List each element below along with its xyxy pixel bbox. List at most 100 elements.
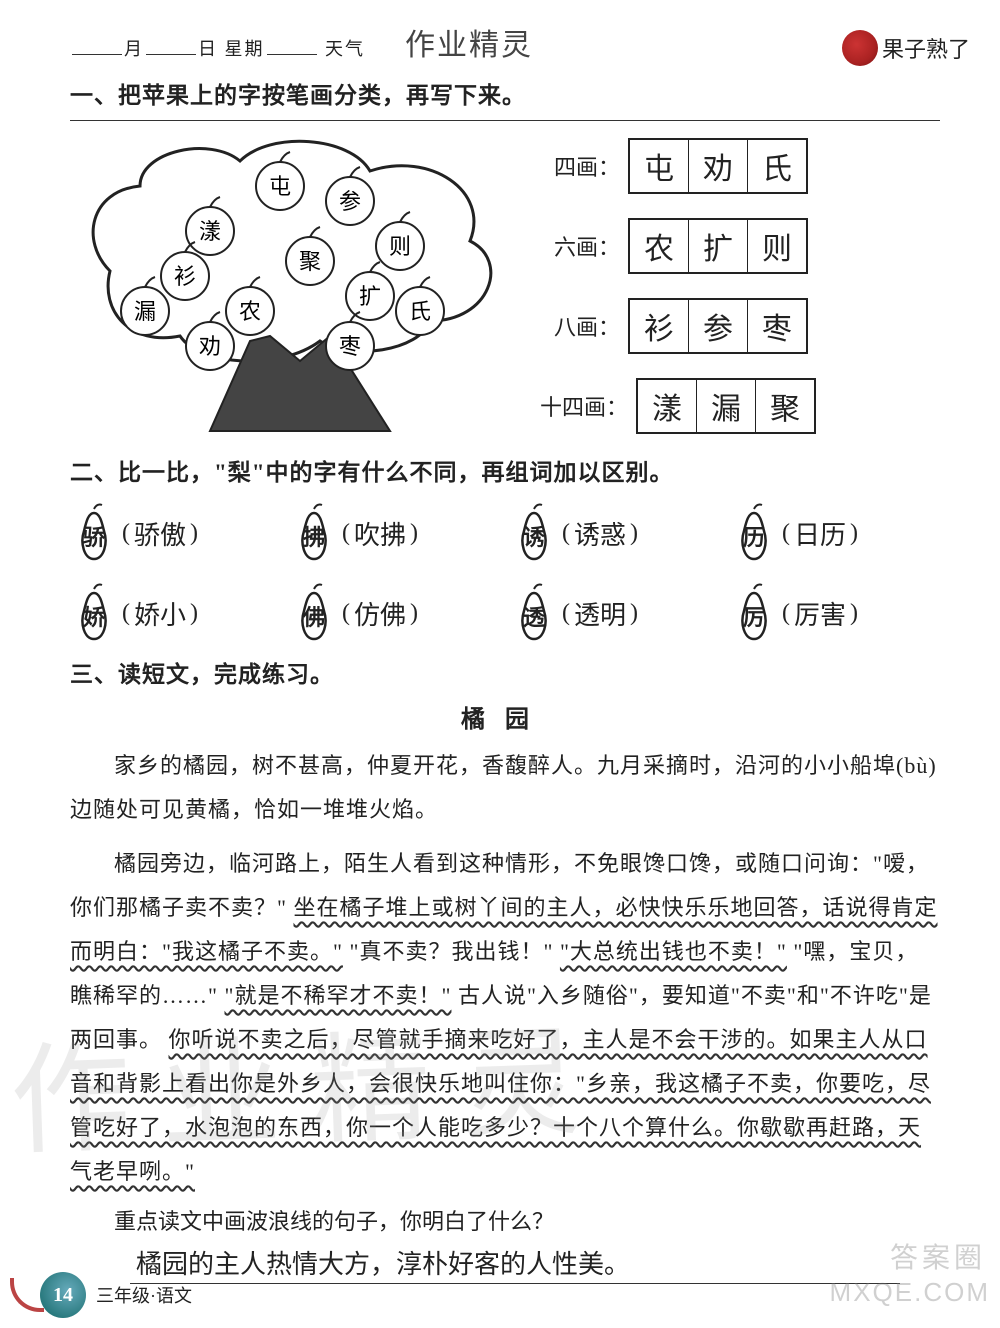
stroke-cell[interactable]: 枣 [748, 300, 806, 352]
pear-icon: 透 [510, 583, 558, 643]
svg-text:参: 参 [339, 189, 361, 214]
pear-item: 历(日历) [730, 503, 940, 563]
pear-grid: 骄(骄傲)拂(吹拂)诱(诱惑)历(日历)娇(娇小)佛(仿佛)透(透明)厉(厉害) [70, 503, 940, 643]
passage-p2: 橘园旁边，临河路上，陌生人看到这种情形，不免眼馋口馋，或随口问询："嗳，你们那橘… [70, 842, 940, 1194]
pear-char: 拂 [303, 520, 325, 552]
stroke-cell[interactable]: 漏 [697, 380, 756, 432]
stroke-cell[interactable]: 参 [689, 300, 748, 352]
week-label: 星期 [225, 35, 265, 61]
watermark-brand: 答案圈 [890, 1236, 986, 1276]
fruit-icon [842, 30, 878, 66]
section1-title: 一、把苹果上的字按笔画分类，再写下来。 [70, 76, 940, 110]
pear-icon: 历 [730, 503, 778, 563]
pear-icon: 诱 [510, 503, 558, 563]
pear-word[interactable]: 诱惑 [574, 515, 626, 552]
stroke-table: 四画：屯劝氏六画：农扩则八画：衫参枣十四画：漾漏聚 [540, 131, 940, 441]
stroke-cell[interactable]: 屯 [630, 140, 689, 192]
pear-word[interactable]: 仿佛 [354, 595, 406, 632]
pear-char: 历 [743, 520, 765, 552]
svg-text:衫: 衫 [174, 264, 196, 289]
pear-word[interactable]: 透明 [574, 595, 626, 632]
watermark-site: MXQE.COM [830, 1277, 990, 1308]
pear-icon: 拂 [290, 503, 338, 563]
p2h: 你听说不卖之后，尽管就手摘来吃好了，主人是不会干涉的。如果主人从口音和背影上看出… [70, 1027, 931, 1184]
stroke-cell[interactable]: 漾 [638, 380, 697, 432]
corner-text: 果子熟了 [882, 32, 970, 64]
pear-word[interactable]: 厉害 [794, 595, 846, 632]
grade-label: 三年级·语文 [96, 1282, 192, 1308]
svg-text:枣: 枣 [339, 334, 361, 359]
p2f: "就是不稀罕才不卖！" [224, 983, 451, 1008]
pear-item: 娇(娇小) [70, 583, 280, 643]
stroke-cell[interactable]: 氏 [748, 140, 806, 192]
footer: 14 三年级·语文 [40, 1272, 192, 1318]
stroke-boxes: 屯劝氏 [628, 138, 808, 194]
pear-word[interactable]: 骄傲 [134, 515, 186, 552]
corner-tag: 果子熟了 [842, 30, 970, 66]
stroke-cell[interactable]: 农 [630, 220, 689, 272]
stroke-cell[interactable]: 衫 [630, 300, 689, 352]
pear-char: 透 [523, 600, 545, 632]
stroke-label: 四画： [540, 150, 620, 182]
p2c: "真不卖？我出钱！" [349, 939, 553, 964]
stroke-label: 八画： [540, 310, 620, 342]
stroke-row: 八画：衫参枣 [540, 298, 940, 354]
svg-text:聚: 聚 [299, 249, 321, 274]
stroke-label: 十四画： [540, 390, 628, 422]
pear-item: 拂(吹拂) [290, 503, 500, 563]
day-label: 日 [198, 35, 218, 61]
pear-item: 骄(骄傲) [70, 503, 280, 563]
stroke-cell[interactable]: 则 [748, 220, 806, 272]
apple-tree: 屯参漾则衫聚扩漏农氏劝枣 [70, 131, 510, 441]
stroke-cell[interactable]: 聚 [756, 380, 814, 432]
stroke-row: 十四画：漾漏聚 [540, 378, 940, 434]
passage-p1: 家乡的橘园，树不甚高，仲夏开花，香馥醉人。九月采摘时，沿河的小小船埠(bù)边随… [70, 744, 940, 832]
tree-svg: 屯参漾则衫聚扩漏农氏劝枣 [70, 131, 510, 441]
section3-title: 三、读短文，完成练习。 [70, 655, 940, 689]
worksheet-page: 月 日 星期 天气 作业精灵 果子熟了 一、把苹果上的字按笔画分类，再写下来。 … [0, 0, 1000, 1328]
pear-char: 娇 [83, 600, 105, 632]
pear-word[interactable]: 娇小 [134, 595, 186, 632]
stroke-row: 六画：农扩则 [540, 218, 940, 274]
p2d: "大总统出钱也不卖！" [560, 939, 787, 964]
svg-text:则: 则 [389, 234, 411, 259]
pear-item: 诱(诱惑) [510, 503, 720, 563]
weather-label: 天气 [325, 35, 365, 61]
header-dateline: 月 日 星期 天气 作业精灵 [70, 20, 940, 64]
day-blank[interactable] [146, 36, 196, 55]
pear-char: 厉 [743, 600, 765, 632]
page-number: 14 [40, 1272, 86, 1318]
pear-icon: 娇 [70, 583, 118, 643]
passage-title: 橘园 [70, 699, 940, 734]
week-blank[interactable] [267, 36, 317, 55]
stroke-cell[interactable]: 扩 [689, 220, 748, 272]
svg-text:漾: 漾 [199, 219, 221, 244]
stroke-boxes: 漾漏聚 [636, 378, 816, 434]
pear-icon: 佛 [290, 583, 338, 643]
section2-title: 二、比一比，"梨"中的字有什么不同，再组词加以区别。 [70, 453, 940, 487]
pear-char: 诱 [523, 520, 545, 552]
svg-text:农: 农 [239, 299, 261, 324]
stroke-boxes: 农扩则 [628, 218, 808, 274]
section1-body: 屯参漾则衫聚扩漏农氏劝枣 四画：屯劝氏六画：农扩则八画：衫参枣十四画：漾漏聚 [70, 120, 940, 441]
pear-icon: 骄 [70, 503, 118, 563]
svg-text:劝: 劝 [199, 334, 221, 359]
answer-line[interactable]: 橘园的主人热情大方，淳朴好客的人性美。 [130, 1242, 900, 1284]
month-blank[interactable] [72, 36, 122, 55]
svg-text:漏: 漏 [134, 299, 156, 324]
svg-text:屯: 屯 [269, 174, 291, 199]
stroke-boxes: 衫参枣 [628, 298, 808, 354]
stroke-label: 六画： [540, 230, 620, 262]
pear-char: 佛 [303, 600, 325, 632]
pear-word[interactable]: 日历 [794, 515, 846, 552]
pear-icon: 厉 [730, 583, 778, 643]
pear-char: 骄 [83, 520, 105, 552]
stroke-cell[interactable]: 劝 [689, 140, 748, 192]
stroke-row: 四画：屯劝氏 [540, 138, 940, 194]
question: 重点读文中画波浪线的句子，你明白了什么？ [70, 1204, 940, 1236]
pear-word[interactable]: 吹拂 [354, 515, 406, 552]
page-title: 作业精灵 [405, 20, 533, 64]
pear-item: 透(透明) [510, 583, 720, 643]
pear-item: 厉(厉害) [730, 583, 940, 643]
month-label: 月 [124, 35, 144, 61]
